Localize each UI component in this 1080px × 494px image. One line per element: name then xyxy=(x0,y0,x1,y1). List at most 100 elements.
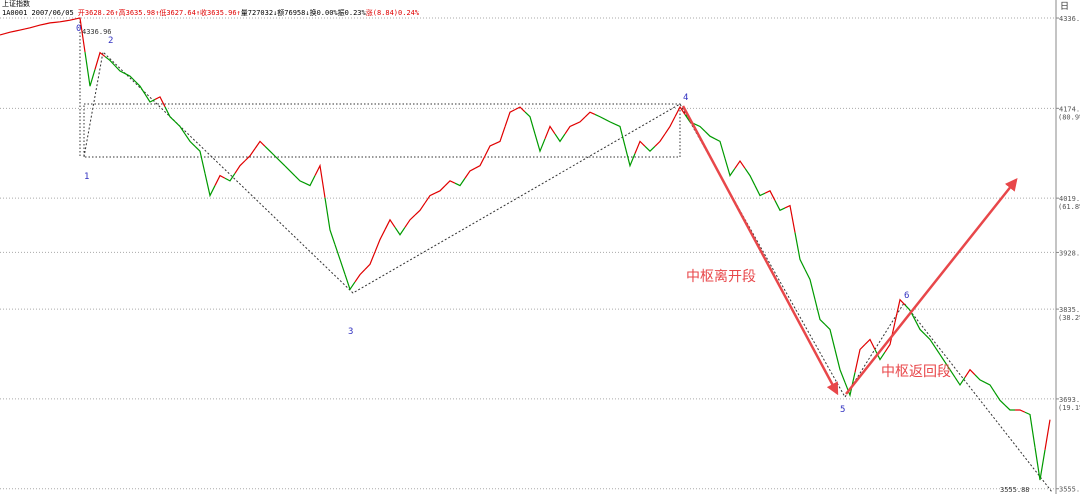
price-segment xyxy=(354,269,366,283)
price-segment xyxy=(844,372,856,398)
y-tick-label: 3928.6 xyxy=(1059,249,1080,257)
price-segment xyxy=(854,344,866,373)
price-segment xyxy=(884,321,896,353)
price-segment xyxy=(144,93,156,103)
price-label: 3555.88 xyxy=(1000,486,1030,494)
price-segment xyxy=(1015,409,1026,413)
price-segment xyxy=(814,299,826,325)
price-segment xyxy=(174,121,186,135)
price-segment xyxy=(224,172,236,182)
price-segment xyxy=(1044,419,1051,450)
price-segment xyxy=(14,28,26,32)
price-segment xyxy=(954,376,966,387)
price-segment xyxy=(824,324,836,350)
price-segment xyxy=(234,160,246,174)
price-segment xyxy=(784,204,796,233)
y-tick-note: (61.8%) xyxy=(1058,203,1080,211)
price-segment xyxy=(714,138,726,159)
price-segment xyxy=(654,133,666,147)
quote-item: 额76958↓ xyxy=(277,9,310,17)
price-segment xyxy=(134,80,146,95)
price-segment xyxy=(394,226,406,236)
price-segment xyxy=(804,269,816,300)
price-segment xyxy=(724,158,736,177)
price-segment xyxy=(404,214,416,228)
price-segment xyxy=(674,105,686,118)
price-segment xyxy=(544,125,556,140)
y-tick-label: 4174.8 xyxy=(1059,105,1080,113)
annotation: 中枢离开段 xyxy=(686,268,756,285)
price-segment xyxy=(484,143,496,157)
y-tick-label: 3835.8 xyxy=(1059,306,1080,314)
price-segment xyxy=(444,180,456,187)
price-segment xyxy=(604,118,616,125)
price-segment xyxy=(944,361,956,378)
price-segment xyxy=(434,185,446,194)
quote-item: 振0.23% xyxy=(337,9,366,17)
price-segment xyxy=(474,155,486,169)
price-segment xyxy=(704,130,716,140)
price-segment xyxy=(1034,447,1046,481)
price-segment xyxy=(344,274,356,291)
price-segment xyxy=(634,140,646,154)
price-segment xyxy=(764,190,776,201)
quote-line: 1A0001 2007/06/05 开3628.26↑高3635.98↑低362… xyxy=(2,9,419,18)
title: 上证指数 xyxy=(2,0,30,8)
wave-label: 1 xyxy=(84,172,89,182)
price-segment xyxy=(84,51,96,87)
y-tick-label: 4336.9 xyxy=(1059,15,1080,23)
price-segment xyxy=(984,381,996,393)
price-segment xyxy=(924,334,936,348)
price-segment xyxy=(624,145,636,168)
wave-label: 4 xyxy=(683,93,688,103)
price-segment xyxy=(914,319,926,335)
price-segment xyxy=(754,185,766,197)
price-segment xyxy=(114,65,126,75)
price-segment xyxy=(54,20,66,23)
price-segment xyxy=(864,338,876,350)
price-segment xyxy=(454,177,466,187)
price-segment xyxy=(4,30,16,35)
price-segment xyxy=(304,175,316,187)
price-segment xyxy=(564,123,576,135)
price-segment xyxy=(494,126,506,145)
price-segment xyxy=(284,165,296,177)
price-segment xyxy=(594,113,606,120)
price-segment xyxy=(44,21,56,25)
price-segment xyxy=(384,218,396,230)
date: 2007/06/05 xyxy=(31,9,74,17)
pivot-box xyxy=(83,103,681,158)
wave-label: 5 xyxy=(840,405,845,415)
price-segment xyxy=(524,111,536,135)
price-segment xyxy=(964,368,976,378)
price-segment xyxy=(334,244,346,275)
price-segment xyxy=(324,197,336,245)
price-segment xyxy=(794,232,806,270)
y-tick-note: (19.1%) xyxy=(1058,404,1080,412)
price-segment xyxy=(584,111,596,118)
code: 1A0001 xyxy=(2,9,28,17)
price-segment xyxy=(934,346,946,363)
price-segment xyxy=(254,140,266,149)
price-segment xyxy=(124,73,136,82)
price-segment xyxy=(614,123,626,147)
wave-label: 6 xyxy=(904,291,909,301)
price-segment xyxy=(904,304,916,321)
quote-item: 收3635.96↑ xyxy=(200,9,241,17)
price-segment xyxy=(154,96,166,108)
price-segment xyxy=(204,173,216,198)
y-tick-label: 4019.6 xyxy=(1059,195,1080,203)
price-segment xyxy=(374,229,386,253)
price-segment xyxy=(184,133,196,147)
price-segment xyxy=(264,145,276,157)
arrow xyxy=(845,178,1018,395)
price-segment xyxy=(644,145,656,153)
price-segment xyxy=(74,17,86,53)
annotation: 中枢返回段 xyxy=(881,364,951,380)
price-segment xyxy=(994,392,1006,406)
price-segment xyxy=(24,25,36,30)
period-icon: 日 xyxy=(1060,1,1069,12)
quote-item: 开3628.26↑ xyxy=(77,9,119,17)
price-segment xyxy=(64,18,76,22)
